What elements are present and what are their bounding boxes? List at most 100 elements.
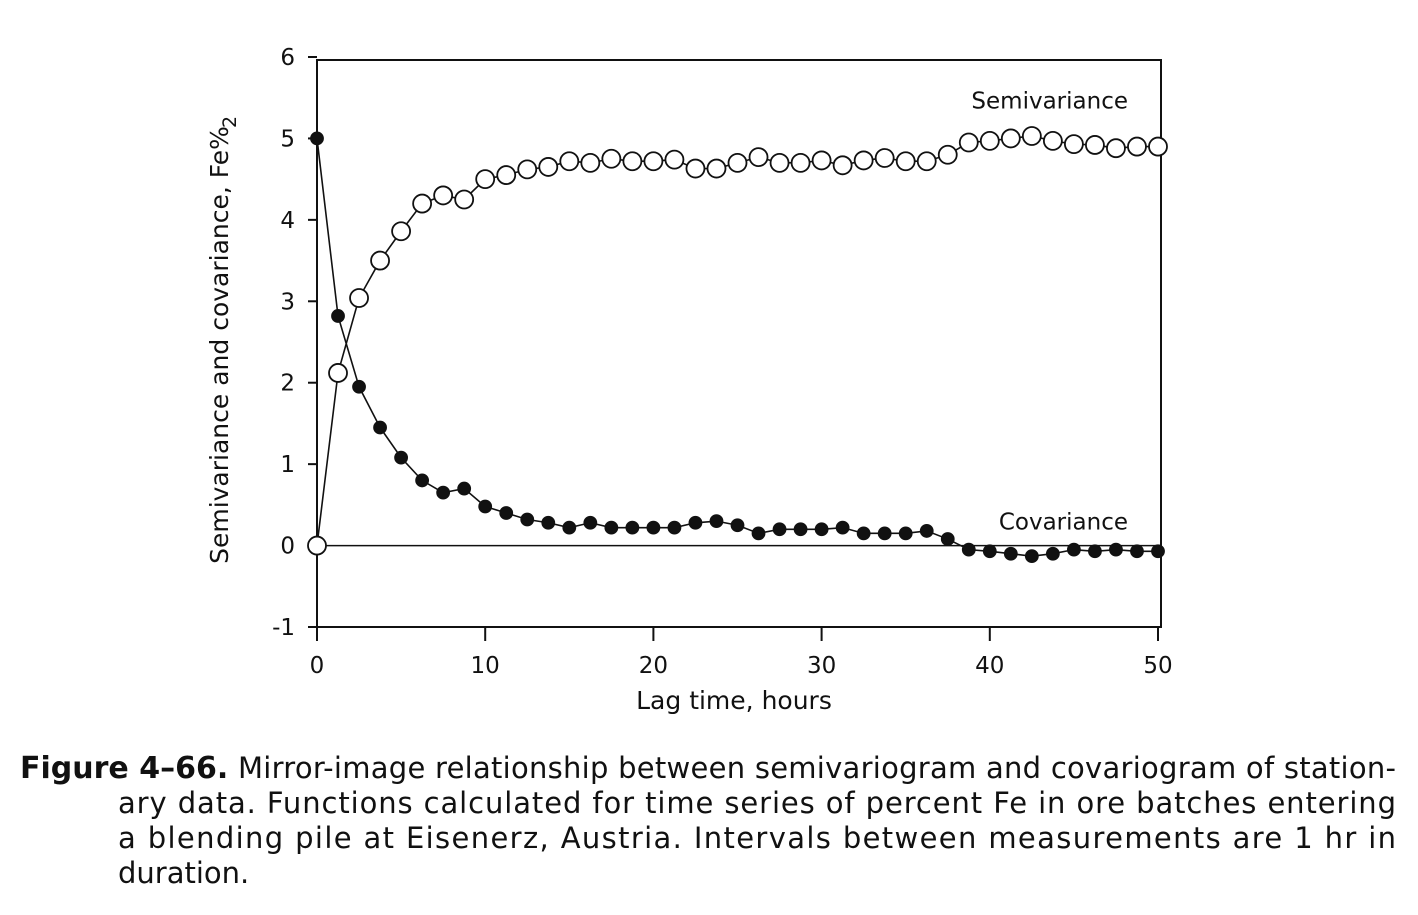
filled-marker [730,518,745,533]
x-axis-label: Lag time, hours [636,686,832,715]
open-marker [622,151,643,172]
y-tick-label: 1 [280,452,295,478]
filled-marker [1067,542,1081,557]
open-marker [958,132,979,153]
filled-marker [688,515,703,530]
open-marker [769,152,790,173]
y-tick-label: 6 [280,45,295,71]
open-marker [811,150,832,171]
open-marker [1127,136,1147,157]
y-axis-label: Semivariance and covariance, Fe% [205,126,234,564]
open-marker [937,144,958,165]
filled-marker [814,522,829,537]
plot-frame [316,59,1162,628]
open-marker [664,149,685,170]
open-marker [1064,134,1084,155]
filled-marker [646,520,661,535]
open-marker [307,535,327,556]
filled-marker [499,506,514,520]
open-marker [790,152,811,173]
filled-marker [667,520,682,535]
y-tick-label: 4 [280,208,295,234]
open-marker [706,158,727,179]
series-label: Semivariance [971,89,1128,115]
open-marker [328,363,348,383]
filled-marker [709,514,724,529]
filled-marker [793,522,808,537]
filled-marker [1003,546,1018,561]
filled-marker [751,526,766,541]
filled-marker [835,520,850,535]
filled-marker [331,309,345,323]
open-marker [1085,135,1105,155]
filled-marker [1045,546,1060,561]
filled-marker [772,522,787,537]
filled-marker [940,532,955,546]
x-tick-label: 10 [471,653,500,679]
filled-marker [1151,544,1165,559]
filled-marker [562,520,577,535]
filled-marker [982,544,997,559]
open-marker [370,250,390,271]
y-tick-label: 0 [280,534,295,560]
caption-line: duration. [118,856,249,890]
open-marker [1042,130,1063,151]
open-marker [685,158,706,179]
open-marker [916,151,937,172]
y-tick-label: 5 [280,126,295,152]
filled-marker [415,473,430,488]
caption-line: Mirror-image relationship between semiva… [238,751,1396,785]
caption-label: Figure 4–66. [20,751,228,786]
filled-marker [856,526,871,541]
open-marker [538,157,559,177]
open-marker [748,147,769,168]
open-marker [391,221,412,242]
open-marker [559,151,580,172]
filled-marker [604,520,619,535]
filled-marker [436,485,451,500]
open-marker [1106,138,1126,159]
x-tick-label: 0 [310,653,325,679]
open-marker [580,152,601,173]
y-tick-label: 2 [280,371,295,397]
open-marker [412,193,433,214]
open-marker [349,288,369,308]
filled-marker [520,512,535,527]
open-marker [433,185,454,206]
filled-marker [478,499,493,514]
filled-marker [352,379,366,394]
filled-marker [1088,544,1102,559]
y-tick-label: 3 [280,289,295,315]
open-marker [1000,128,1021,149]
filled-marker [457,481,472,496]
x-tick-label: 30 [807,653,836,679]
x-tick-label: 50 [1143,653,1172,679]
filled-marker [1109,542,1123,557]
filled-marker [583,515,598,530]
open-marker [601,148,622,169]
filled-marker [625,520,640,535]
open-marker [895,151,916,172]
open-marker [475,169,496,190]
open-marker [454,189,475,210]
x-tick-label: 20 [639,653,668,679]
open-marker [832,155,853,176]
open-marker [853,150,874,171]
filled-marker [1130,544,1144,559]
filled-marker [373,420,387,435]
open-marker [496,165,517,185]
open-marker [1148,136,1168,157]
filled-marker [541,515,556,530]
y-axis-label-superscript: 2 [219,116,241,128]
open-marker [979,130,1000,151]
y-tick-label: -1 [272,615,295,641]
open-marker [874,148,895,168]
caption-line: ary data. Functions calculated for time … [118,786,1396,820]
filled-marker [898,526,913,541]
open-marker [727,152,748,173]
series-label: Covariance [999,509,1128,535]
open-marker [643,151,664,172]
filled-marker [919,524,934,538]
